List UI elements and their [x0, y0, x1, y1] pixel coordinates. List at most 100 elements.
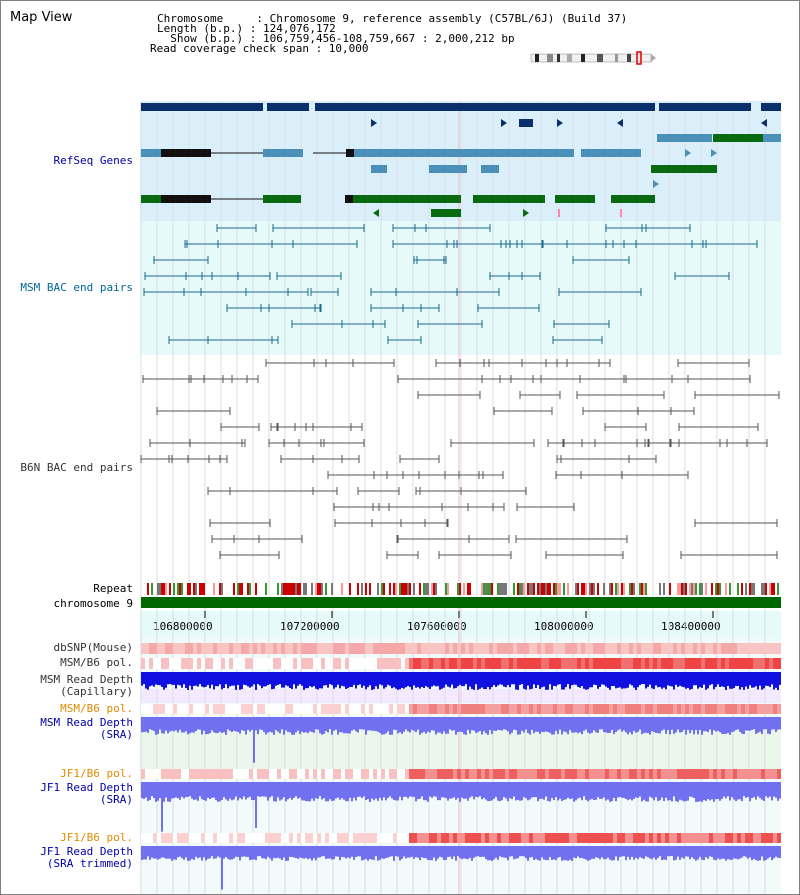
density-cell [385, 658, 389, 669]
density-cell [441, 658, 445, 669]
depth-bar [461, 717, 463, 733]
depth-bar [435, 846, 437, 861]
density-cell [749, 658, 753, 669]
depth-bar [343, 672, 345, 687]
depth-bar [569, 672, 571, 689]
depth-bar [143, 717, 145, 733]
depth-bar [301, 782, 303, 801]
density-cell [769, 833, 773, 843]
depth-bar [199, 846, 201, 858]
repeat-mark [485, 583, 487, 595]
repeat-mark [203, 583, 205, 595]
depth-bar [693, 782, 695, 799]
depth-bar [337, 846, 339, 857]
depth-bar [299, 717, 301, 735]
density-cell [657, 833, 661, 843]
depth-bar [347, 846, 349, 858]
depth-bar [375, 672, 377, 687]
depth-bar [547, 717, 549, 732]
refseq-gene [429, 165, 467, 173]
density-cell [353, 704, 357, 714]
depth-bar [599, 717, 601, 730]
depth-bar [403, 846, 405, 857]
depth-bar [421, 717, 423, 733]
depth-bar [625, 717, 627, 733]
density-cell [677, 769, 681, 779]
depth-bar [419, 846, 421, 861]
depth-bar [661, 846, 663, 861]
density-cell [485, 769, 489, 779]
ideogram-band [597, 54, 603, 62]
depth-bar [633, 846, 635, 860]
depth-bar [279, 717, 281, 734]
density-cell [317, 704, 321, 714]
depth-bar [269, 846, 271, 859]
depth-bar [467, 717, 469, 730]
repeat-mark [277, 583, 279, 595]
density-cell [709, 704, 713, 714]
depth-bar [597, 672, 599, 689]
depth-bar [309, 782, 311, 802]
density-cell [537, 833, 541, 843]
depth-bar [455, 846, 457, 861]
depth-bar [623, 672, 625, 689]
density-cell [701, 658, 705, 669]
density-cell [149, 833, 153, 843]
depth-bar [779, 717, 781, 730]
depth-bar [727, 846, 729, 860]
depth-bar [749, 846, 751, 858]
depth-bar [173, 846, 175, 860]
depth-bar [659, 846, 661, 857]
density-cell [229, 833, 233, 843]
density-cell [273, 833, 277, 843]
depth-bar [229, 672, 231, 687]
depth-bar [609, 782, 611, 802]
depth-bar [323, 717, 325, 734]
depth-bar [181, 846, 183, 859]
depth-bar [339, 846, 341, 861]
depth-bar [437, 717, 439, 733]
density-cell [389, 643, 393, 654]
density-cell [489, 769, 493, 779]
depth-bar [373, 672, 375, 690]
depth-bar [551, 782, 553, 799]
depth-bar [563, 672, 565, 690]
header-coverage-span: Read coverage check span : 10,000 [150, 42, 369, 55]
density-cell [717, 833, 721, 843]
depth-bar [779, 846, 781, 859]
density-cell [417, 643, 421, 654]
density-cell [577, 704, 581, 714]
depth-bar [475, 846, 477, 857]
repeat-mark [751, 583, 753, 595]
depth-bar [371, 672, 373, 690]
depth-bar [579, 846, 581, 859]
depth-bar [617, 846, 619, 861]
depth-bar [711, 717, 713, 735]
depth-bar [191, 672, 193, 690]
density-cell [621, 833, 625, 843]
depth-bar [209, 782, 211, 800]
depth-bar [349, 717, 351, 734]
depth-bar [171, 782, 173, 799]
density-cell [217, 643, 221, 654]
depth-bar [671, 672, 673, 687]
density-cell [429, 769, 433, 779]
density-cell [185, 704, 189, 714]
repeat-mark [181, 583, 183, 595]
depth-bar [741, 782, 743, 802]
repeat-mark [663, 583, 665, 595]
depth-bar [747, 672, 749, 689]
depth-bar [437, 846, 439, 859]
density-cell [729, 643, 733, 654]
depth-bar [569, 717, 571, 731]
depth-bar [311, 717, 313, 732]
depth-bar [757, 782, 759, 797]
density-cell [653, 704, 657, 714]
depth-bar [355, 672, 357, 689]
depth-bar [609, 846, 611, 860]
density-cell [565, 658, 569, 669]
depth-bar [569, 846, 571, 860]
depth-bar [595, 717, 597, 733]
density-cell [393, 658, 397, 669]
